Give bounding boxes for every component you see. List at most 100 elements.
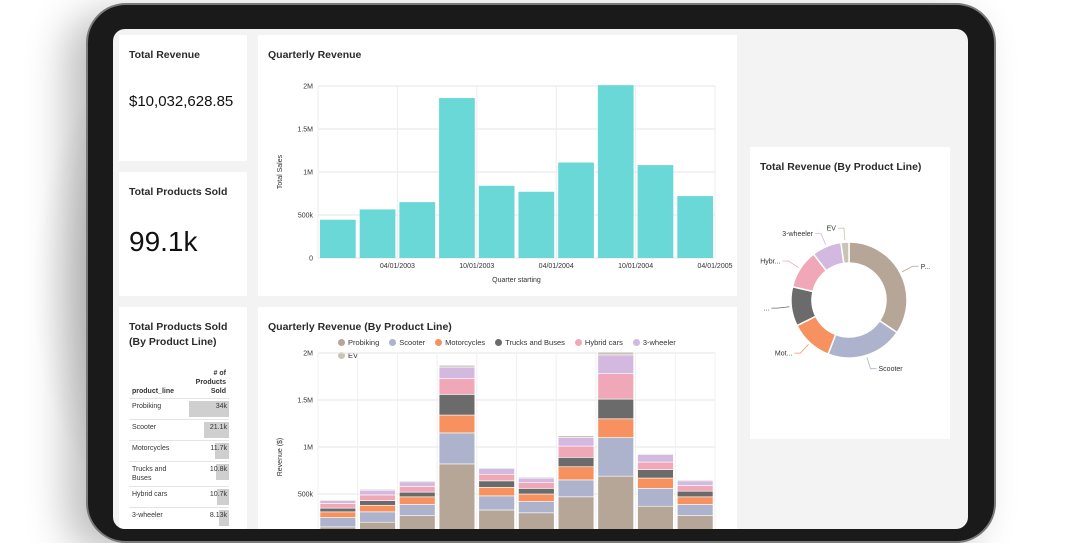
product-line-cell: Scooter bbox=[129, 419, 189, 441]
product-line-cell: 3-wheeler bbox=[129, 507, 189, 529]
stacked-bar-segment bbox=[518, 512, 555, 529]
total-products-value: 99.1k bbox=[129, 226, 198, 257]
stacked-bar-segment bbox=[478, 473, 515, 482]
legend-item[interactable]: EV bbox=[338, 350, 358, 360]
bar bbox=[677, 196, 714, 258]
stacked-bar-segment bbox=[359, 494, 396, 501]
table-row[interactable]: Scooter 21.1k bbox=[129, 419, 229, 441]
x-tick-label: 10/01/2004 bbox=[618, 263, 653, 270]
stacked-bar-segment bbox=[557, 437, 595, 447]
count-value: 10.8k bbox=[209, 466, 227, 473]
stacked-bar-segment bbox=[637, 461, 674, 470]
count-bar bbox=[215, 443, 229, 459]
stacked-bar-segment bbox=[637, 505, 674, 529]
stacked-bar-segment bbox=[399, 504, 436, 516]
stacked-bar-segment bbox=[438, 394, 476, 416]
legend-label: EV bbox=[348, 350, 359, 360]
legend-item[interactable]: Trucks and Buses bbox=[495, 337, 565, 347]
stacked-bar-segment bbox=[478, 487, 515, 497]
donut-slice bbox=[848, 241, 908, 334]
stacked-bar-segment bbox=[399, 496, 436, 505]
y-axis-label: Revenue ($) bbox=[277, 438, 284, 477]
column-header-count[interactable]: # of Products Sold bbox=[195, 370, 226, 395]
slice-label: 3-wheeler bbox=[782, 231, 813, 238]
count-cell: 11.7k bbox=[189, 440, 229, 462]
products-by-line-card: Total Products Sold (By Product Line) pr… bbox=[119, 307, 247, 529]
table-row[interactable]: Motorcycles 11.7k bbox=[129, 440, 229, 462]
slice-label: EV bbox=[827, 226, 837, 233]
stacked-bar-segment bbox=[319, 511, 357, 518]
stacked-bar-segment bbox=[557, 479, 595, 498]
stacked-bar-segment bbox=[557, 457, 595, 468]
table-row[interactable]: Hybrid cars 10.7k bbox=[129, 486, 229, 508]
legend-item[interactable]: Scooter bbox=[389, 337, 425, 347]
legend-swatch bbox=[574, 338, 582, 346]
legend-label: Probiking bbox=[348, 337, 380, 347]
y-tick-label: 1.5M bbox=[297, 398, 313, 405]
y-tick-label: 1.5M bbox=[297, 127, 313, 134]
stacked-bar-segment bbox=[637, 453, 674, 455]
bar bbox=[359, 209, 396, 258]
table-row[interactable]: Probiking 34k bbox=[129, 398, 229, 420]
leader-line bbox=[901, 265, 919, 273]
bar bbox=[637, 165, 674, 258]
stacked-bar-segment bbox=[359, 504, 396, 513]
card-title: Total Revenue (By Product Line) bbox=[760, 161, 922, 173]
legend-item[interactable]: 3-wheeler bbox=[632, 337, 676, 347]
card-title: Total Revenue bbox=[129, 49, 200, 61]
stacked-bar-segment bbox=[518, 477, 555, 484]
stacked-bar-segment bbox=[518, 493, 555, 502]
bar bbox=[399, 202, 436, 258]
stacked-bar-segment bbox=[637, 477, 674, 489]
y-tick-label: 1M bbox=[303, 445, 313, 452]
table-row[interactable]: 3-wheeler 8.13k bbox=[129, 507, 229, 529]
donut-slice bbox=[840, 241, 850, 265]
y-tick-label: 500k bbox=[298, 492, 314, 499]
stacked-bar-segment bbox=[478, 468, 515, 475]
stacked-bar-segment bbox=[319, 507, 357, 513]
count-bar bbox=[189, 401, 229, 417]
revenue-donut-chart: P... Scooter Mot...... Hybr... 3-wheeler EV bbox=[760, 226, 930, 374]
count-cell: 8.13k bbox=[189, 507, 229, 529]
stacked-bar-segment bbox=[676, 504, 714, 516]
legend-item[interactable]: Motorcycles bbox=[435, 337, 485, 347]
product-line-cell: Probiking bbox=[129, 398, 189, 420]
legend-label: 3-wheeler bbox=[642, 337, 676, 347]
y-tick-label: 2M bbox=[303, 351, 313, 358]
bar bbox=[597, 85, 634, 258]
legend-item[interactable]: Hybrid cars bbox=[574, 337, 623, 347]
table-row[interactable]: Trucks and Buses 10.8k bbox=[129, 461, 229, 487]
stacked-bar-segment bbox=[399, 515, 436, 529]
leader-line bbox=[866, 357, 877, 370]
card-title: Quarterly Revenue bbox=[268, 49, 362, 61]
x-axis-label: Quarter starting bbox=[492, 277, 541, 284]
column-header-product-line[interactable]: product_line bbox=[132, 388, 175, 395]
legend-swatch bbox=[632, 338, 640, 346]
stacked-bar-segment bbox=[359, 521, 396, 529]
stacked-bar-segment bbox=[399, 481, 436, 487]
leader-line bbox=[782, 260, 799, 268]
product-table: product_line # of Products Sold Probikin… bbox=[129, 367, 229, 529]
slice-label: Scooter bbox=[879, 366, 904, 373]
count-cell: 21.1k bbox=[189, 419, 229, 441]
legend-swatch bbox=[435, 338, 443, 346]
legend-swatch bbox=[338, 351, 345, 359]
stacked-bar-segment bbox=[597, 437, 634, 477]
stacked-bar-segment bbox=[637, 469, 674, 479]
leader-line bbox=[837, 227, 846, 241]
legend-label: Hybrid cars bbox=[584, 337, 623, 347]
legend-item[interactable]: Probiking bbox=[338, 337, 379, 347]
stacked-bar-segment bbox=[438, 432, 476, 465]
count-value: 11.7k bbox=[210, 445, 227, 452]
stacked-bar-segment bbox=[359, 511, 396, 523]
bar bbox=[558, 162, 594, 258]
stacked-bar-segment bbox=[557, 445, 595, 458]
stacked-bar-segment bbox=[597, 475, 634, 529]
count-value: 8.13k bbox=[209, 512, 227, 519]
count-cell: 34k bbox=[189, 398, 229, 420]
stacked-bar-segment bbox=[438, 463, 476, 529]
stacked-bar-segment bbox=[637, 454, 674, 463]
stacked-bar-segment bbox=[676, 496, 714, 505]
stacked-revenue-chart: 500k 1M 1.5M 2M Revenue ($) bbox=[277, 351, 716, 529]
card-title: Total Products Sold (By Product Line) bbox=[129, 321, 228, 348]
